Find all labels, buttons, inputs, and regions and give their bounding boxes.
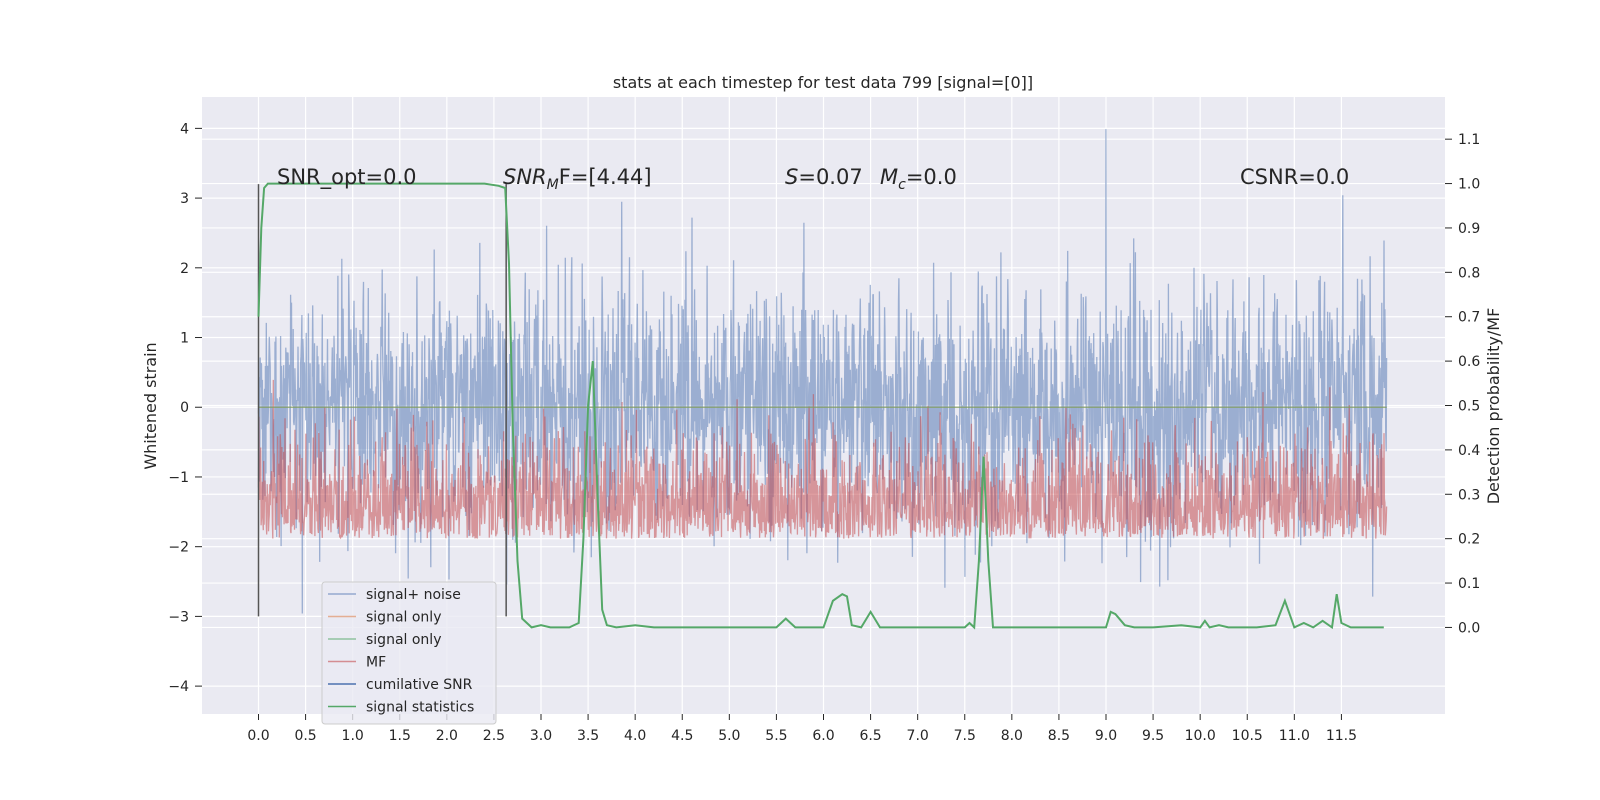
x-tick-label: 10.5 xyxy=(1232,728,1263,744)
y-axis-label: Whitened strain xyxy=(141,342,160,469)
y-tick-label: −4 xyxy=(168,679,189,695)
x-tick-label: 4.5 xyxy=(671,728,693,744)
y2-tick-label: 0.5 xyxy=(1458,399,1480,415)
legend: signal+ noise signal only signal only MF cum… xyxy=(321,581,497,725)
y2-tick-label: 1.1 xyxy=(1458,132,1480,148)
annotation-s-rest: =0.07 xyxy=(798,165,862,189)
legend-label: signal only xyxy=(366,610,441,626)
x-tick-label: 2.0 xyxy=(436,728,458,744)
x-tick-label: 11.0 xyxy=(1279,728,1310,744)
y2-tick-label: 0.8 xyxy=(1458,265,1480,281)
annotation-s-main: S xyxy=(785,165,798,189)
x-tick-label: 6.5 xyxy=(859,728,881,744)
series-signal-noise xyxy=(257,129,1388,614)
annotation-mc-rest: =0.0 xyxy=(906,165,957,189)
y-tick-label: 4 xyxy=(180,121,189,137)
x-tick-label: 11.5 xyxy=(1326,728,1357,744)
y-tick-label: −2 xyxy=(168,540,189,556)
x-tick-label: 10.0 xyxy=(1185,728,1216,744)
y2-tick-label: 0.2 xyxy=(1458,532,1480,548)
data-layer xyxy=(257,129,1388,630)
x-tick-label: 2.5 xyxy=(483,728,505,744)
x-tick-label: 5.0 xyxy=(718,728,740,744)
x-tick-label: 7.0 xyxy=(907,728,929,744)
axes: 0.0 0.5 1.0 1.5 2.0 2.5 3.0 3.5 4.0 4.5 5.0 5.5 6.0 6… xyxy=(168,121,1480,744)
annotation-mc: Mc=0.0 xyxy=(880,165,957,193)
annotation-snr-mf-main: SNR xyxy=(503,165,547,189)
legend-label: signal statistics xyxy=(366,700,474,716)
annotation-s: S=0.07 xyxy=(785,165,863,189)
x-tick-label: 1.0 xyxy=(342,728,364,744)
x-tick-label: 9.0 xyxy=(1095,728,1117,744)
y-tick-label: 0 xyxy=(180,400,189,416)
legend-box xyxy=(321,581,497,725)
y2-tick-label: 1.0 xyxy=(1458,177,1480,193)
x-tick-label: 0.5 xyxy=(294,728,316,744)
legend-label: MF xyxy=(366,655,386,671)
annotation-snr-mf-rest: F=[4.44] xyxy=(559,165,652,189)
y2-tick-label: 0.6 xyxy=(1458,354,1480,370)
x-tick-label: 4.0 xyxy=(624,728,646,744)
x-tick-label: 7.5 xyxy=(954,728,976,744)
series-mf xyxy=(257,379,1388,540)
annotation-mc-main: M xyxy=(880,165,898,189)
x-tick-label: 8.0 xyxy=(1001,728,1023,744)
series-signal-statistics xyxy=(257,182,1384,630)
y2-tick-label: 0.3 xyxy=(1458,487,1480,503)
y-tick-label: −3 xyxy=(168,609,189,625)
y2-tick-label: 0.7 xyxy=(1458,310,1480,326)
annotation-mc-sub: c xyxy=(898,177,906,193)
legend-label: cumilative SNR xyxy=(366,677,473,693)
annotation-snr-mf-sub: M xyxy=(547,177,559,193)
annotation-snr-opt: SNR_opt=0.0 xyxy=(277,165,417,190)
y2-tick-label: 0.0 xyxy=(1458,620,1480,636)
y2-tick-label: 0.9 xyxy=(1458,221,1480,237)
y-tick-label: 3 xyxy=(180,191,189,207)
x-tick-label: 3.5 xyxy=(577,728,599,744)
x-tick-label: 5.5 xyxy=(765,728,787,744)
y-tick-label: 1 xyxy=(180,331,189,347)
x-tick-label: 1.5 xyxy=(389,728,411,744)
x-tick-label: 3.0 xyxy=(530,728,552,744)
x-tick-label: 6.0 xyxy=(812,728,834,744)
annotation-snr-mf: SNRMF=[4.44] xyxy=(503,165,652,193)
x-tick-label: 0.0 xyxy=(247,728,269,744)
legend-label: signal only xyxy=(366,632,441,648)
x-tick-label: 9.5 xyxy=(1142,728,1164,744)
x-tick-label: 8.5 xyxy=(1048,728,1070,744)
y2-tick-label: 0.1 xyxy=(1458,576,1480,592)
y2-tick-label: 0.4 xyxy=(1458,443,1480,459)
y2-axis-label: Detection probability/MF xyxy=(1484,308,1503,505)
legend-label: signal+ noise xyxy=(366,587,461,603)
annotation-csnr: CSNR=0.0 xyxy=(1240,165,1349,189)
y-tick-label: 2 xyxy=(180,261,189,277)
y-tick-label: −1 xyxy=(168,470,189,486)
chart-title: stats at each timestep for test data 799… xyxy=(613,73,1033,92)
